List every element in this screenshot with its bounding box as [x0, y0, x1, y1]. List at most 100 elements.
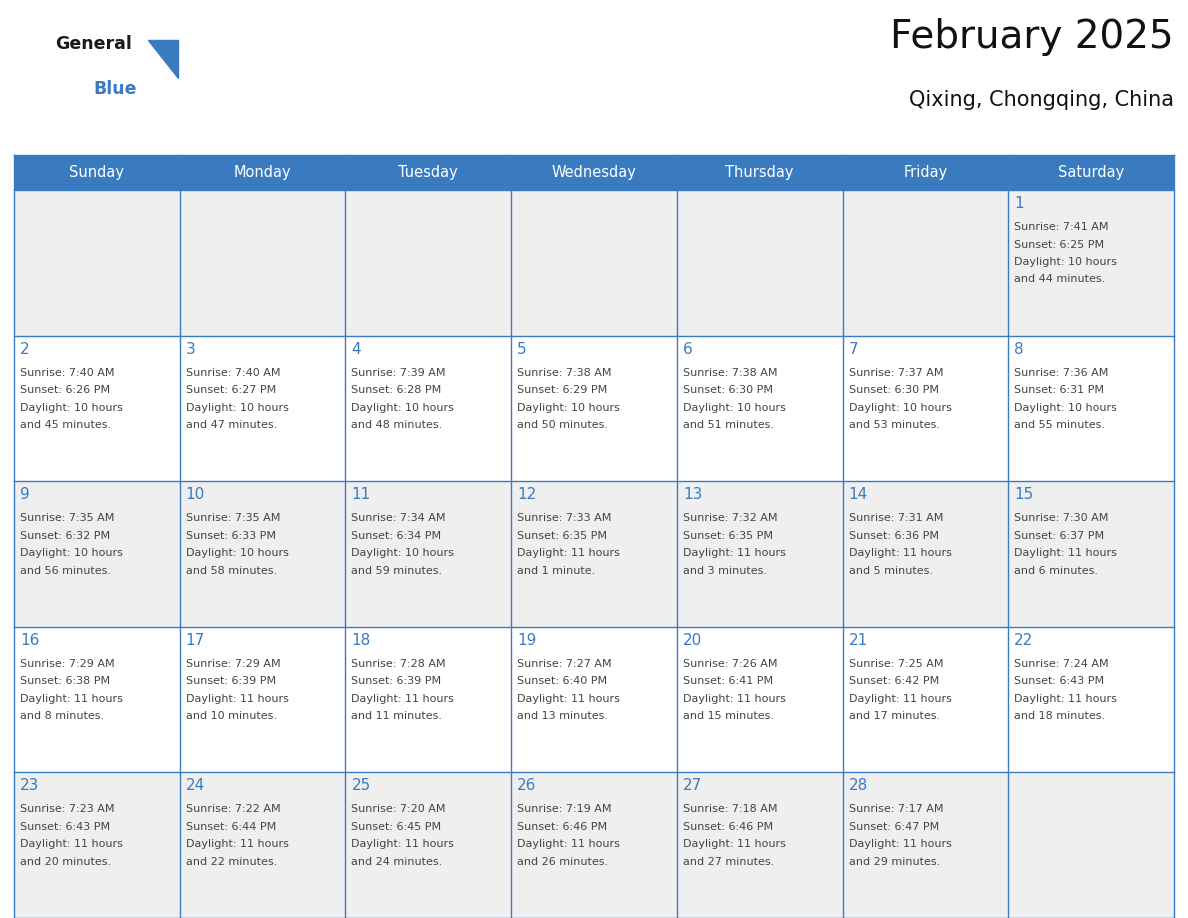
Text: and 22 minutes.: and 22 minutes. — [185, 856, 277, 867]
Bar — [511, 772, 677, 918]
Text: Sunset: 6:28 PM: Sunset: 6:28 PM — [352, 385, 442, 395]
Bar — [14, 155, 179, 190]
Bar — [677, 627, 842, 772]
Text: Sunrise: 7:40 AM: Sunrise: 7:40 AM — [185, 367, 280, 377]
Text: Sunrise: 7:41 AM: Sunrise: 7:41 AM — [1015, 222, 1108, 232]
Text: and 27 minutes.: and 27 minutes. — [683, 856, 775, 867]
Text: Blue: Blue — [93, 80, 137, 98]
Text: 16: 16 — [20, 633, 39, 648]
Text: Sunrise: 7:25 AM: Sunrise: 7:25 AM — [848, 659, 943, 669]
Text: Daylight: 11 hours: Daylight: 11 hours — [517, 839, 620, 849]
Text: Daylight: 11 hours: Daylight: 11 hours — [185, 839, 289, 849]
Bar — [1009, 190, 1174, 336]
Text: 10: 10 — [185, 487, 206, 502]
Text: Daylight: 10 hours: Daylight: 10 hours — [20, 403, 122, 412]
Bar — [842, 627, 1009, 772]
Text: Daylight: 11 hours: Daylight: 11 hours — [20, 839, 122, 849]
Text: Sunset: 6:39 PM: Sunset: 6:39 PM — [185, 677, 276, 687]
Text: Daylight: 10 hours: Daylight: 10 hours — [185, 403, 289, 412]
Bar — [179, 627, 346, 772]
Text: Daylight: 11 hours: Daylight: 11 hours — [517, 694, 620, 704]
Text: Daylight: 10 hours: Daylight: 10 hours — [1015, 403, 1117, 412]
Bar — [179, 190, 346, 336]
Text: Sunrise: 7:29 AM: Sunrise: 7:29 AM — [20, 659, 114, 669]
Text: 4: 4 — [352, 341, 361, 356]
Text: Sunrise: 7:38 AM: Sunrise: 7:38 AM — [683, 367, 777, 377]
Text: Daylight: 10 hours: Daylight: 10 hours — [1015, 257, 1117, 267]
Text: Daylight: 11 hours: Daylight: 11 hours — [683, 839, 785, 849]
Bar — [511, 627, 677, 772]
Bar — [14, 627, 179, 772]
Bar — [511, 336, 677, 481]
Text: 9: 9 — [20, 487, 30, 502]
Text: Daylight: 10 hours: Daylight: 10 hours — [352, 403, 454, 412]
Text: Friday: Friday — [903, 165, 948, 180]
Text: Daylight: 11 hours: Daylight: 11 hours — [352, 694, 454, 704]
Text: February 2025: February 2025 — [890, 18, 1174, 56]
Text: 19: 19 — [517, 633, 537, 648]
Text: Sunrise: 7:31 AM: Sunrise: 7:31 AM — [848, 513, 943, 523]
Text: Sunrise: 7:22 AM: Sunrise: 7:22 AM — [185, 804, 280, 814]
Text: Sunrise: 7:34 AM: Sunrise: 7:34 AM — [352, 513, 446, 523]
Text: Sunset: 6:35 PM: Sunset: 6:35 PM — [517, 531, 607, 541]
Text: and 18 minutes.: and 18 minutes. — [1015, 711, 1105, 722]
Bar — [677, 155, 842, 190]
Text: Sunrise: 7:23 AM: Sunrise: 7:23 AM — [20, 804, 114, 814]
Text: 15: 15 — [1015, 487, 1034, 502]
Bar — [346, 481, 511, 627]
Bar — [842, 155, 1009, 190]
Text: Sunset: 6:27 PM: Sunset: 6:27 PM — [185, 385, 276, 395]
Text: and 55 minutes.: and 55 minutes. — [1015, 420, 1105, 431]
Text: Daylight: 11 hours: Daylight: 11 hours — [683, 694, 785, 704]
Text: Sunset: 6:34 PM: Sunset: 6:34 PM — [352, 531, 442, 541]
Text: Sunset: 6:40 PM: Sunset: 6:40 PM — [517, 677, 607, 687]
Text: Sunrise: 7:26 AM: Sunrise: 7:26 AM — [683, 659, 777, 669]
Text: Monday: Monday — [234, 165, 291, 180]
Text: 21: 21 — [848, 633, 867, 648]
Text: 8: 8 — [1015, 341, 1024, 356]
Text: Sunset: 6:38 PM: Sunset: 6:38 PM — [20, 677, 110, 687]
Bar — [346, 155, 511, 190]
Text: Sunrise: 7:19 AM: Sunrise: 7:19 AM — [517, 804, 612, 814]
Text: and 10 minutes.: and 10 minutes. — [185, 711, 277, 722]
Text: 1: 1 — [1015, 196, 1024, 211]
Text: 26: 26 — [517, 778, 537, 793]
Text: Sunset: 6:45 PM: Sunset: 6:45 PM — [352, 822, 442, 832]
Text: Daylight: 10 hours: Daylight: 10 hours — [848, 403, 952, 412]
Bar — [346, 627, 511, 772]
Text: Sunset: 6:25 PM: Sunset: 6:25 PM — [1015, 240, 1105, 250]
Text: Sunrise: 7:17 AM: Sunrise: 7:17 AM — [848, 804, 943, 814]
Text: 13: 13 — [683, 487, 702, 502]
Text: Daylight: 11 hours: Daylight: 11 hours — [848, 694, 952, 704]
Text: Wednesday: Wednesday — [551, 165, 637, 180]
Text: Daylight: 11 hours: Daylight: 11 hours — [848, 839, 952, 849]
Text: 22: 22 — [1015, 633, 1034, 648]
Text: 17: 17 — [185, 633, 206, 648]
Text: and 50 minutes.: and 50 minutes. — [517, 420, 608, 431]
Text: 5: 5 — [517, 341, 526, 356]
Text: 27: 27 — [683, 778, 702, 793]
Bar — [14, 190, 179, 336]
Text: Sunset: 6:29 PM: Sunset: 6:29 PM — [517, 385, 607, 395]
Text: and 11 minutes.: and 11 minutes. — [352, 711, 442, 722]
Text: Sunrise: 7:20 AM: Sunrise: 7:20 AM — [352, 804, 446, 814]
Text: Qixing, Chongqing, China: Qixing, Chongqing, China — [909, 90, 1174, 110]
Bar — [1009, 336, 1174, 481]
Text: Tuesday: Tuesday — [398, 165, 459, 180]
Text: Daylight: 11 hours: Daylight: 11 hours — [1015, 548, 1117, 558]
Bar — [346, 772, 511, 918]
Bar — [677, 336, 842, 481]
Text: Sunrise: 7:37 AM: Sunrise: 7:37 AM — [848, 367, 943, 377]
Text: Sunrise: 7:18 AM: Sunrise: 7:18 AM — [683, 804, 777, 814]
Text: Sunrise: 7:32 AM: Sunrise: 7:32 AM — [683, 513, 777, 523]
Bar — [511, 155, 677, 190]
Text: and 20 minutes.: and 20 minutes. — [20, 856, 112, 867]
Bar — [842, 336, 1009, 481]
Text: Sunrise: 7:38 AM: Sunrise: 7:38 AM — [517, 367, 612, 377]
Bar — [346, 190, 511, 336]
Text: Daylight: 11 hours: Daylight: 11 hours — [185, 694, 289, 704]
Text: Sunset: 6:26 PM: Sunset: 6:26 PM — [20, 385, 110, 395]
Bar — [842, 190, 1009, 336]
Text: Sunrise: 7:39 AM: Sunrise: 7:39 AM — [352, 367, 446, 377]
Text: and 13 minutes.: and 13 minutes. — [517, 711, 608, 722]
